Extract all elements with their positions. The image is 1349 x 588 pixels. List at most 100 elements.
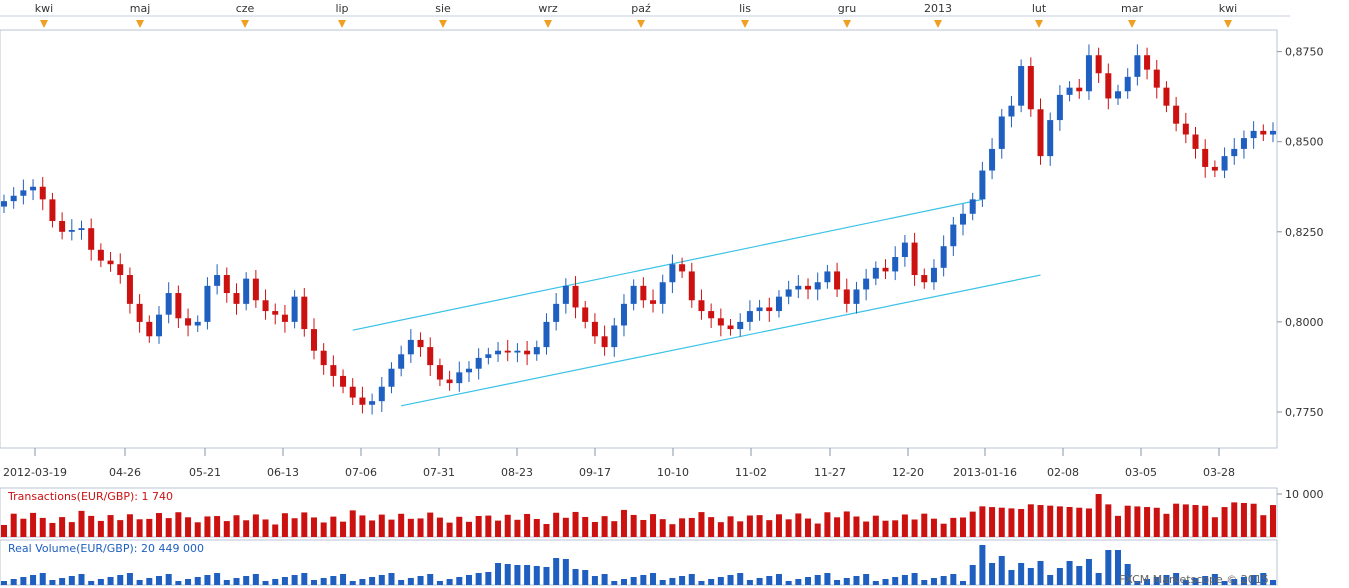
top-axis-label: sie [435,2,451,15]
volume-bar [1037,561,1044,585]
top-axis-label: cze [236,2,255,15]
transactions-bar [68,522,75,537]
volume-bar [805,577,812,585]
candle-body [775,296,782,312]
candle-body [834,271,841,290]
volume-bar [543,567,550,585]
candle-body [388,368,395,387]
transactions-bar [863,521,870,537]
transactions-bar [795,513,802,537]
transactions-bar [155,513,162,537]
volume-bar [601,574,608,585]
volume-bar [378,575,385,585]
volume-bar [989,563,996,585]
transactions-bar [340,521,347,537]
volume-bar [698,581,705,585]
top-axis-label: gru [838,2,856,15]
candle-body [0,201,8,207]
volume-bar [0,581,8,585]
transactions-bar [1182,504,1189,537]
volume-bar [553,558,560,585]
volume-bar [824,573,831,585]
transactions-bar [1269,505,1277,537]
volume-panel: Real Volume(EUR/GBP): 20 449 000 [0,539,1278,586]
candle-body [1037,109,1044,157]
candle-body [795,285,802,290]
candle-body [1095,55,1102,74]
transactions-bar [0,524,8,537]
volume-bar [901,575,908,585]
volume-bar [30,575,37,585]
candle-body [591,321,598,337]
candle-body [223,275,230,294]
date-axis-label: 07-06 [345,466,377,479]
transactions-bar [824,512,831,537]
volume-bar [640,575,647,585]
top-month-axis: kwi maj cze lip sie wrz paź lis gru 2013 lut mar kwi [0,2,1290,28]
candle-body [688,271,695,301]
candle-body [88,228,95,250]
trend-channel-lower-line [401,274,1041,407]
volume-bar [146,578,153,585]
candle-body [766,307,773,312]
transactions-bar [1047,505,1054,537]
transactions-bar [262,519,269,537]
transactions-bar [727,516,734,537]
transactions-bar [1153,507,1160,537]
volume-bar [214,573,221,585]
transactions-bar [950,517,957,537]
candle-body [233,293,240,304]
transactions-bar [989,507,996,537]
date-axis: 2012-03-19 04-26 05-21 06-13 07-06 07-31 08-23… [3,448,1235,479]
transactions-bar [214,516,221,537]
volume-bar [349,581,356,585]
transactions-bar [281,513,288,537]
transactions-bar [630,514,637,537]
volume-bar [669,578,676,585]
candle-body [107,260,114,265]
candle-body [853,289,860,304]
volume-bar [930,578,937,585]
volume-bar [853,576,860,585]
transactions-bar [805,518,812,537]
price-axis-label: 0,8750 [1285,46,1324,59]
volume-bar [679,576,686,585]
volume-bar [330,576,337,585]
volume-bar [533,566,540,585]
transactions-bar [485,515,492,537]
volume-bar [310,580,317,585]
volume-bar [291,575,298,585]
volume-bar [659,580,666,585]
candle-body [243,278,250,304]
transactions-frame [0,487,1278,538]
price-plot-frame [0,29,1278,449]
candle-body [514,350,521,353]
month-marker-icon [338,20,346,28]
volume-bar [1173,573,1180,585]
candle-body [1018,66,1025,106]
month-marker-icon [241,20,249,28]
volume-bar [863,574,870,585]
transactions-bar [960,517,967,537]
candle-body [1260,130,1267,135]
volume-bar [446,579,453,585]
candle-body [175,293,182,319]
volume-bar [407,578,414,585]
top-axis-label: kwi [1219,2,1237,15]
volume-bar [243,576,250,585]
transactions-bar [59,517,66,537]
candle-body [369,401,376,405]
candle-body [465,368,472,373]
candle-body [1056,94,1063,121]
candle-body [737,321,744,330]
volume-bar [359,579,366,585]
transactions-bar [233,515,240,537]
volume-bar [388,573,395,585]
volume-bar [281,577,288,585]
candle-body [136,303,143,322]
transactions-bar [969,511,976,537]
transactions-bar [1240,502,1247,537]
candle-body [1192,134,1199,149]
volume-bar [562,559,569,585]
